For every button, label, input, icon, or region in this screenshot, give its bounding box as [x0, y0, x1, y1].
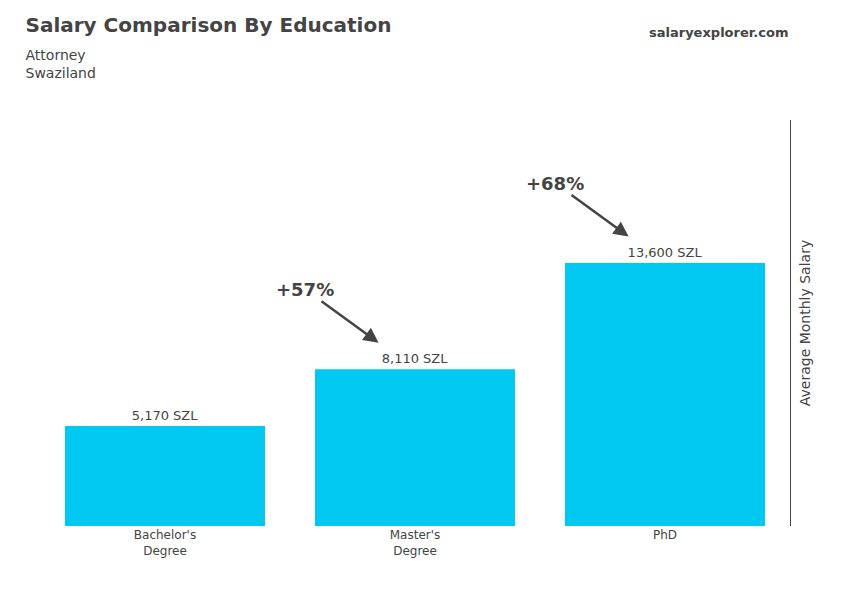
- svg-text:Average Monthly Salary: Average Monthly Salary: [797, 240, 813, 406]
- svg-text:5,170 SZL: 5,170 SZL: [132, 408, 199, 423]
- svg-text:AttorneySwaziland: AttorneySwaziland: [26, 47, 96, 81]
- svg-text:salaryexplorer.com: salaryexplorer.com: [649, 25, 788, 40]
- svg-text:+57%: +57%: [276, 279, 334, 300]
- svg-text:13,600 SZL: 13,600 SZL: [628, 245, 703, 260]
- svg-text:PhD: PhD: [653, 528, 677, 542]
- svg-text:Master'sDegree: Master'sDegree: [390, 528, 441, 558]
- svg-text:Bachelor'sDegree: Bachelor'sDegree: [134, 528, 196, 558]
- svg-text:8,110 SZL: 8,110 SZL: [382, 351, 449, 366]
- svg-text:Salary Comparison By Education: Salary Comparison By Education: [26, 13, 392, 37]
- svg-text:+68%: +68%: [526, 173, 584, 194]
